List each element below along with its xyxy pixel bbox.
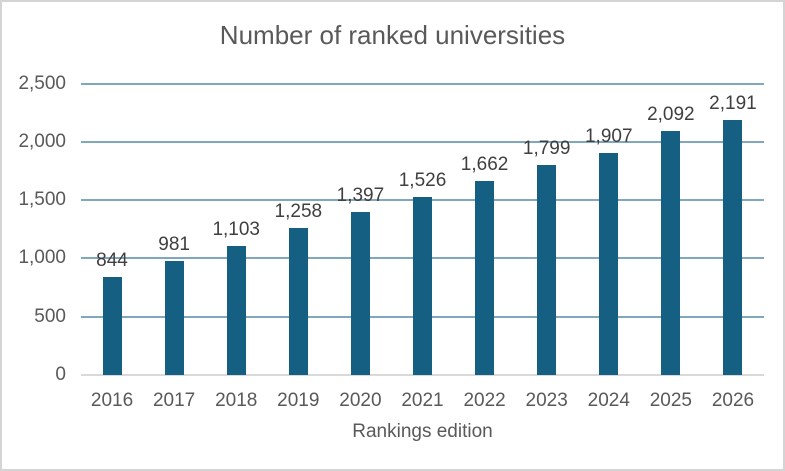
y-tick-label: 500: [34, 305, 66, 327]
bar-value-label: 2,092: [647, 104, 695, 126]
chart-title: Number of ranked universities: [219, 20, 566, 50]
x-tick-label: 2023: [525, 390, 568, 411]
x-tick-label: 2026: [711, 390, 755, 411]
bar-2020: [350, 212, 370, 375]
bar-value-label: 1,799: [522, 138, 571, 160]
bar-2019: [288, 228, 308, 375]
y-tick-label: 1,000: [18, 247, 66, 269]
y-tick-label: 0: [55, 364, 66, 385]
x-tick-label: 2016: [90, 390, 134, 411]
x-tick-label: 2019: [277, 390, 320, 411]
x-tick-label: 2018: [215, 390, 258, 411]
x-tick-label: 2025: [649, 390, 692, 411]
y-tick-label: 2,000: [18, 130, 66, 152]
y-tick-label: 2,500: [18, 72, 66, 94]
bar-2016: [102, 276, 122, 375]
bar-value-label: 981: [158, 233, 190, 255]
x-tick-label: 2021: [401, 390, 444, 411]
bar-value-label: 1,258: [274, 201, 323, 223]
bar-value-label: 1,907: [584, 125, 633, 147]
bar-2025: [661, 131, 681, 375]
x-tick-label: 2017: [152, 390, 196, 411]
bar-2023: [537, 165, 557, 375]
bar-value-label: 844: [96, 249, 128, 271]
y-tick-label: 1,500: [18, 189, 66, 211]
bar-value-label: 1,662: [460, 154, 509, 176]
x-axis-title: Rankings edition: [352, 421, 493, 442]
bar-2024: [599, 152, 619, 375]
bar-value-label: 1,526: [398, 170, 447, 192]
bar-2022: [475, 181, 495, 375]
bar-value-label: 1,103: [212, 219, 260, 241]
x-axis-baseline: [81, 374, 764, 376]
x-tick-label: 2022: [463, 390, 506, 411]
bar-2026: [723, 119, 743, 375]
x-tick-label: 2020: [339, 390, 382, 411]
gridline: [81, 140, 764, 143]
gridline: [81, 82, 764, 85]
bar-value-label: 1,397: [336, 185, 385, 207]
bar-2017: [164, 260, 184, 375]
bar-value-label: 2,191: [709, 92, 757, 114]
bar-2021: [413, 197, 432, 375]
x-tick-label: 2024: [587, 390, 630, 411]
bar-2018: [226, 246, 246, 375]
